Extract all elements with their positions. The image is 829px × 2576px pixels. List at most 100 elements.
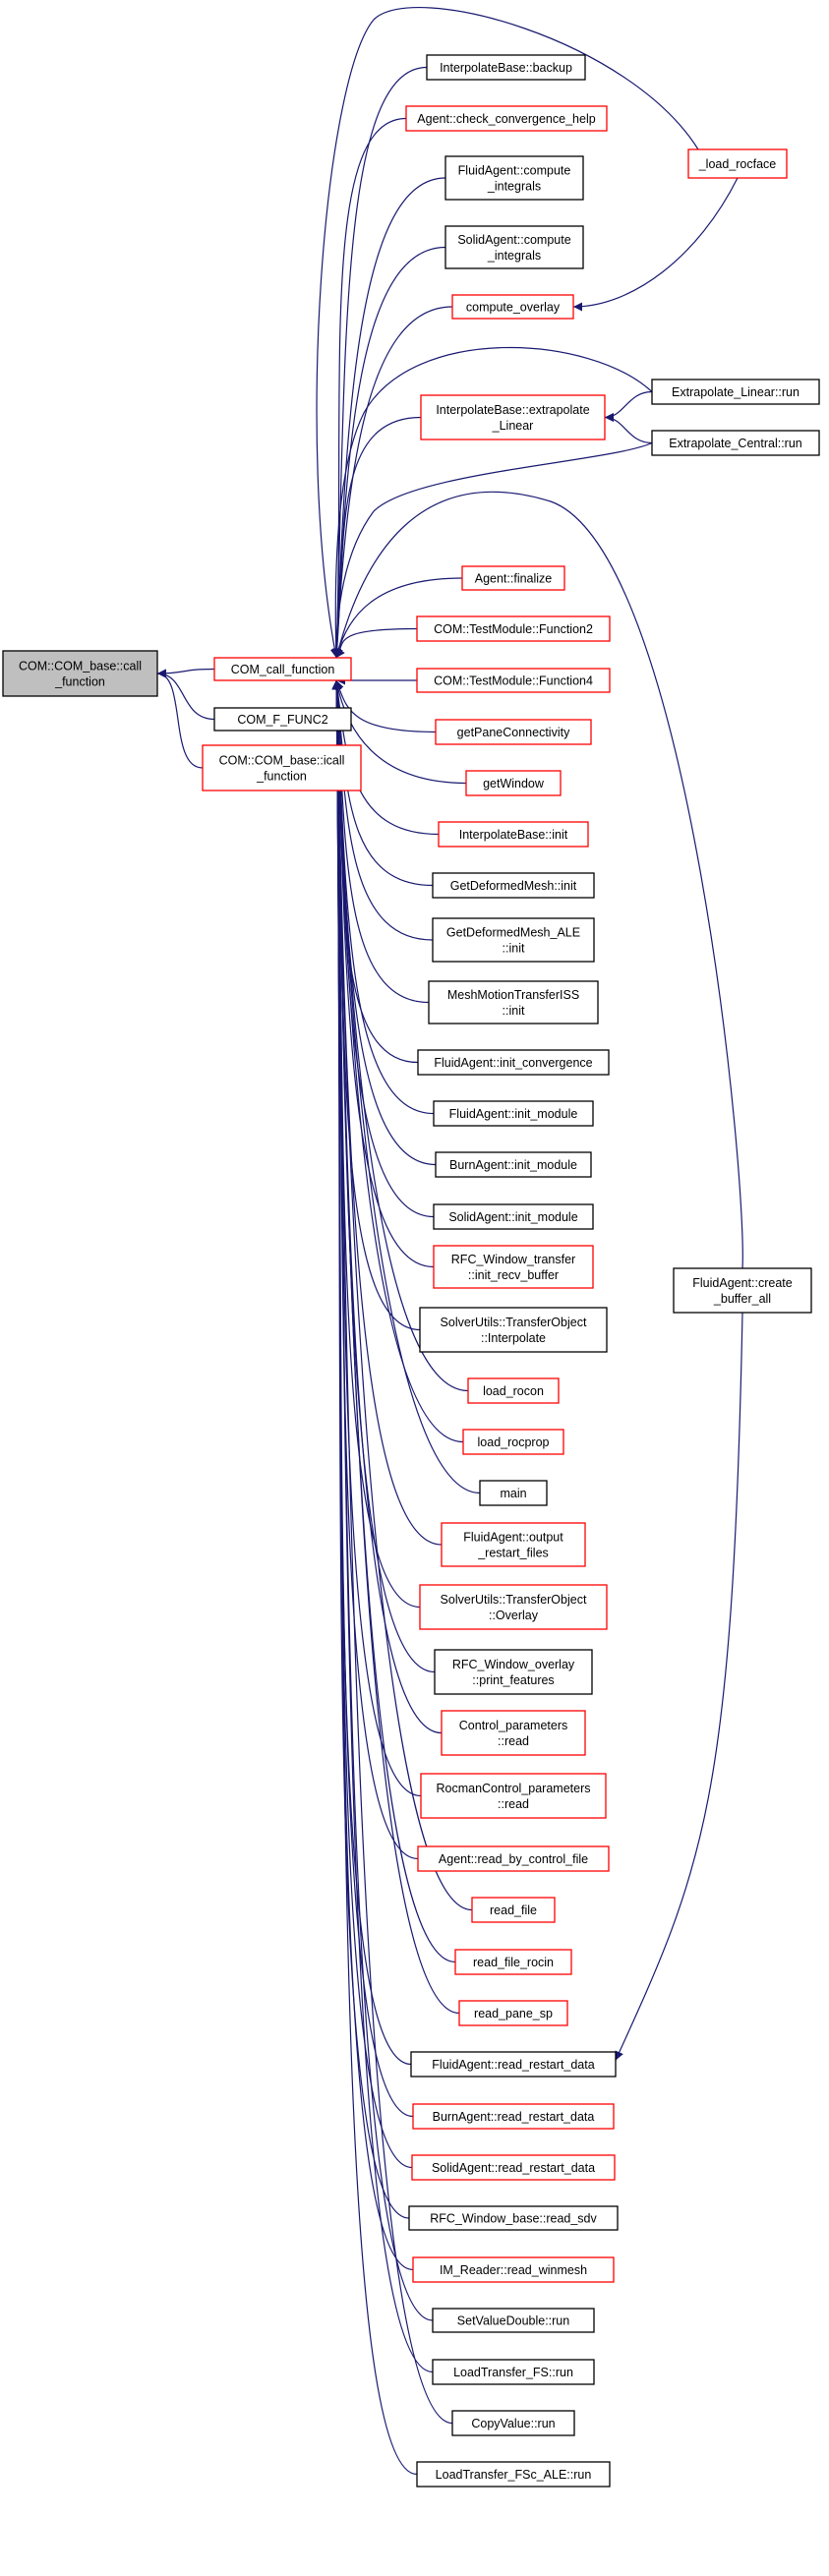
- edge-interp_extrapolate-to-com_call_function: [332, 416, 422, 659]
- node-box: [651, 379, 820, 405]
- node-icall_function[interactable]: COM::COM_base::icall_function: [202, 744, 362, 791]
- node-label: RFC_Window_transfer: [451, 1253, 575, 1266]
- edge-testmodule_function2-to-com_call_function: [335, 627, 418, 659]
- node-interp_init[interactable]: InterpolateBase::init: [438, 821, 589, 848]
- node-box: [479, 1480, 548, 1506]
- node-set_value_double_run[interactable]: SetValueDouble::run: [432, 2308, 595, 2333]
- node-label: COM::TestModule::Function2: [434, 622, 593, 636]
- node-load_rocprop[interactable]: load_rocprop: [462, 1429, 564, 1455]
- node-box: [451, 294, 574, 320]
- node-label: InterpolateBase::extrapolate: [436, 403, 589, 417]
- node-copy_value_run[interactable]: CopyValue::run: [451, 2410, 575, 2436]
- node-box: [434, 1649, 593, 1695]
- node-label: Control_parameters: [459, 1719, 567, 1732]
- node-box: [465, 770, 562, 796]
- node-extrap_central_run[interactable]: Extrapolate_Central::run: [651, 430, 820, 456]
- node-label: Agent::finalize: [475, 572, 553, 586]
- node-read_file[interactable]: read_file: [471, 1897, 556, 1923]
- node-load_rocon[interactable]: load_rocon: [467, 1377, 560, 1404]
- node-get_deformed_mesh_ale_init[interactable]: GetDeformedMesh_ALE::init: [432, 917, 595, 963]
- node-rocman_control_read[interactable]: RocmanControl_parameters::read: [420, 1773, 607, 1819]
- node-fluid_read_restart[interactable]: FluidAgent::read_restart_data: [410, 2051, 617, 2078]
- node-box: [432, 2308, 595, 2333]
- node-rfc_window_transfer_init[interactable]: RFC_Window_transfer::init_recv_buffer: [433, 1245, 594, 1289]
- node-box: [432, 872, 595, 899]
- node-solid_compute_integrals[interactable]: SolidAgent::compute_integrals: [444, 225, 584, 269]
- node-label: _integrals: [487, 180, 541, 194]
- edge-load_rocface-to-com_call_function: [316, 7, 699, 659]
- node-check_conv_help[interactable]: Agent::check_convergence_help: [405, 105, 608, 132]
- node-agent_read_by_control_file[interactable]: Agent::read_by_control_file: [417, 1845, 610, 1872]
- node-com_call_function[interactable]: COM_call_function: [213, 657, 352, 681]
- node-load_transfer_fs_run[interactable]: LoadTransfer_FS::run: [432, 2359, 595, 2385]
- node-compute_overlay[interactable]: compute_overlay: [451, 294, 574, 320]
- node-box: [444, 155, 584, 201]
- node-label: read_pane_sp: [474, 2007, 553, 2020]
- node-box: [432, 2359, 595, 2385]
- node-rfc_window_base_read_sdv[interactable]: RFC_Window_base::read_sdv: [408, 2205, 619, 2231]
- node-label: FluidAgent::init_convergence: [434, 1056, 592, 1070]
- node-fluid_init_module[interactable]: FluidAgent::init_module: [433, 1100, 594, 1127]
- node-label: SolidAgent::compute: [457, 233, 570, 247]
- node-testmodule_function2[interactable]: COM::TestModule::Function2: [416, 615, 611, 642]
- node-rfc_window_overlay_print[interactable]: RFC_Window_overlay::print_features: [434, 1649, 593, 1695]
- node-label: getWindow: [483, 777, 545, 790]
- node-label: SolidAgent::read_restart_data: [432, 2161, 595, 2175]
- node-box: [687, 148, 788, 179]
- node-agent_finalize[interactable]: Agent::finalize: [461, 565, 565, 591]
- node-transfer_object_overlay[interactable]: SolverUtils::TransferObject::Overlay: [419, 1584, 608, 1630]
- node-box: [419, 1307, 608, 1353]
- node-label: _function: [256, 770, 307, 784]
- node-fluid_output_restart[interactable]: FluidAgent::output_restart_files: [441, 1522, 586, 1567]
- node-box: [433, 1245, 594, 1289]
- node-testmodule_function4[interactable]: COM::TestModule::Function4: [416, 668, 611, 693]
- node-fluid_create_buffer[interactable]: FluidAgent::create_buffer_all: [673, 1267, 812, 1314]
- node-box: [213, 707, 352, 732]
- node-box: [433, 1100, 594, 1127]
- node-box: [433, 1203, 594, 1230]
- node-label: Agent::check_convergence_help: [417, 112, 595, 126]
- node-fluid_init_convergence[interactable]: FluidAgent::init_convergence: [417, 1049, 610, 1076]
- node-box: [462, 1429, 564, 1455]
- node-label: _Linear: [492, 419, 534, 433]
- node-solid_init_module[interactable]: SolidAgent::init_module: [433, 1203, 594, 1230]
- node-control_parameters_read[interactable]: Control_parameters::read: [441, 1710, 586, 1756]
- node-box: [2, 650, 158, 697]
- node-get_pane_connectivity[interactable]: getPaneConnectivity: [435, 719, 592, 745]
- node-transfer_object_interpolate[interactable]: SolverUtils::TransferObject::Interpolate: [419, 1307, 608, 1353]
- node-box: [417, 1845, 610, 1872]
- node-burn_init_module[interactable]: BurnAgent::init_module: [435, 1151, 592, 1178]
- node-burn_read_restart[interactable]: BurnAgent::read_restart_data: [412, 2103, 615, 2130]
- node-interp_backup[interactable]: InterpolateBase::backup: [426, 54, 586, 81]
- edge-copy_value_run-to-com_call_function: [331, 679, 453, 2425]
- node-fluid_compute_integrals[interactable]: FluidAgent::compute_integrals: [444, 155, 584, 201]
- node-read_pane_sp[interactable]: read_pane_sp: [458, 2000, 568, 2026]
- node-interp_extrapolate[interactable]: InterpolateBase::extrapolate_Linear: [420, 394, 606, 440]
- node-com_f_func2[interactable]: COM_F_FUNC2: [213, 707, 352, 732]
- node-im_reader_read_winmesh[interactable]: IM_Reader::read_winmesh: [412, 2256, 615, 2283]
- node-box: [412, 2256, 615, 2283]
- node-load_transfer_fsc_ale_run[interactable]: LoadTransfer_FSc_ALE::run: [416, 2461, 611, 2488]
- node-load_rocface[interactable]: _load_rocface: [687, 148, 788, 179]
- node-label: FluidAgent::compute: [458, 164, 571, 178]
- edge-read_pane_sp-to-com_call_function: [331, 679, 460, 2015]
- node-extrap_linear_run[interactable]: Extrapolate_Linear::run: [651, 379, 820, 405]
- node-box: [673, 1267, 812, 1314]
- node-get_window[interactable]: getWindow: [465, 770, 562, 796]
- node-solid_read_restart[interactable]: SolidAgent::read_restart_data: [411, 2154, 616, 2181]
- node-main[interactable]: main: [479, 1480, 548, 1506]
- node-get_deformed_mesh_init[interactable]: GetDeformedMesh::init: [432, 872, 595, 899]
- node-read_file_rocin[interactable]: read_file_rocin: [454, 1949, 572, 1975]
- node-box: [441, 1522, 586, 1567]
- node-label: COM::TestModule::Function4: [434, 674, 593, 688]
- edge-fluid_create_buffer-to-com_call_function: [333, 491, 743, 1269]
- node-root[interactable]: COM::COM_base::call_function: [2, 650, 158, 697]
- node-label: SolverUtils::TransferObject: [441, 1593, 587, 1607]
- node-label: _function: [54, 675, 105, 689]
- node-label: InterpolateBase::backup: [440, 61, 572, 75]
- node-label: FluidAgent::read_restart_data: [432, 2058, 594, 2072]
- node-mesh_motion_transfer_init[interactable]: MeshMotionTransferISS::init: [428, 980, 599, 1025]
- node-box: [444, 225, 584, 269]
- node-label: RFC_Window_overlay: [452, 1658, 575, 1671]
